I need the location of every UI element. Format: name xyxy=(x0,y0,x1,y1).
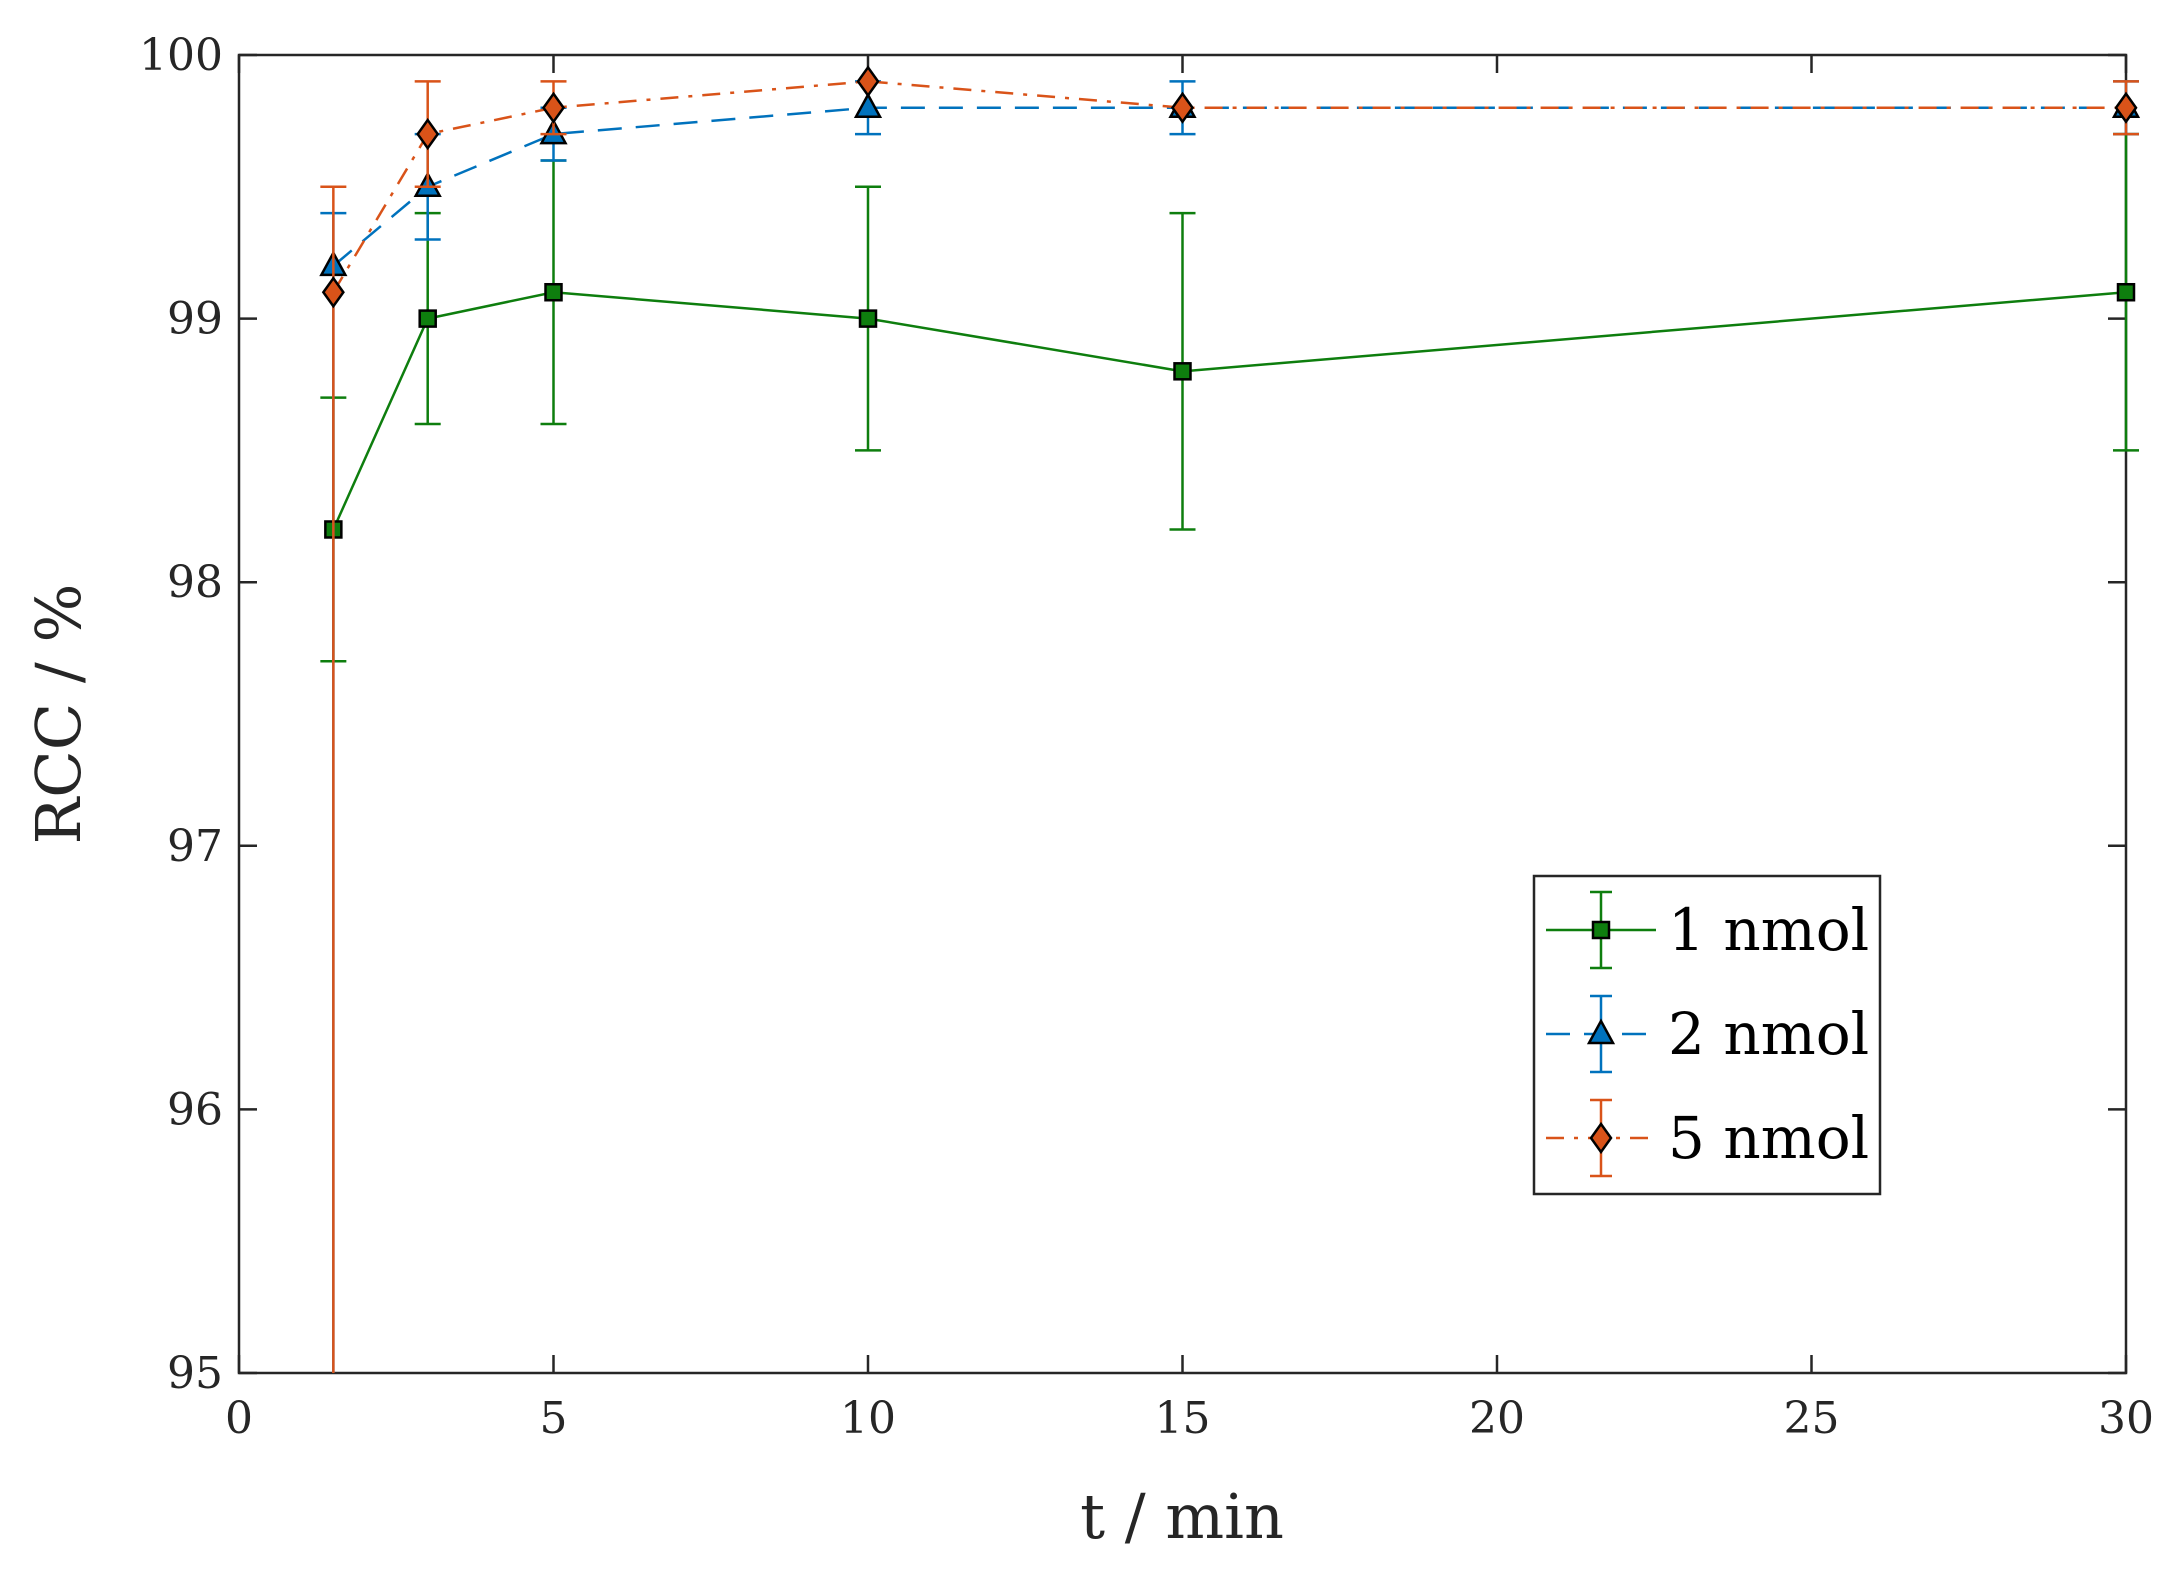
x-tick-label: 10 xyxy=(840,1393,896,1444)
y-tick-label: 95 xyxy=(167,1348,223,1399)
legend-entry-1-nmol: 1 nmol xyxy=(1546,890,1869,970)
x-tick-label: 5 xyxy=(540,1393,568,1444)
y-tick-label: 96 xyxy=(167,1084,223,1135)
series-layer xyxy=(319,65,2141,1373)
y-tick-label: 99 xyxy=(167,294,223,345)
legend-label: 5 nmol xyxy=(1668,1104,1869,1172)
y-axis-ticks: 95 96 97 98 99 100 xyxy=(139,30,2126,1399)
series-line xyxy=(332,80,2126,293)
y-tick-label: 97 xyxy=(167,821,223,872)
data-point xyxy=(544,282,563,302)
legend-entry-5-nmol: 5 nmol xyxy=(1546,1098,1869,1178)
data-point xyxy=(541,91,566,124)
data-point xyxy=(418,309,437,328)
y-axis-label: RCC / % xyxy=(22,584,95,845)
data-point xyxy=(1170,91,1195,124)
data-point xyxy=(856,65,880,98)
x-tick-label: 0 xyxy=(225,1393,253,1444)
x-tick-label: 15 xyxy=(1155,1393,1211,1444)
x-tick-label: 30 xyxy=(2098,1393,2154,1444)
series-line xyxy=(332,290,2127,530)
legend-marker xyxy=(1591,920,1611,940)
x-tick-label: 20 xyxy=(1469,1393,1525,1444)
data-point xyxy=(416,117,440,151)
data-point xyxy=(2116,282,2136,302)
data-point xyxy=(2114,91,2138,124)
y-tick-label: 98 xyxy=(167,557,223,608)
series-5-nmol xyxy=(320,65,2139,1373)
data-point xyxy=(858,309,878,328)
x-axis-label: t / min xyxy=(1080,1480,1284,1553)
legend-entry-2-nmol: 2 nmol xyxy=(1546,994,1869,1074)
series-line xyxy=(332,106,2126,267)
legend-label: 2 nmol xyxy=(1668,1000,1869,1068)
legend-marker xyxy=(1586,1018,1616,1045)
series-1-nmol xyxy=(320,132,2139,663)
x-axis-ticks: 0 5 10 15 20 25 30 xyxy=(225,55,2154,1444)
legend-label: 1 nmol xyxy=(1668,896,1869,964)
legend-marker xyxy=(1589,1121,1613,1155)
data-point xyxy=(1173,362,1192,381)
y-tick-label: 100 xyxy=(139,30,223,81)
data-point xyxy=(321,276,345,309)
legend: 1 nmol 2 nmol 5 nmol xyxy=(1532,874,1882,1196)
x-tick-label: 25 xyxy=(1784,1393,1840,1444)
data-point xyxy=(853,92,883,118)
